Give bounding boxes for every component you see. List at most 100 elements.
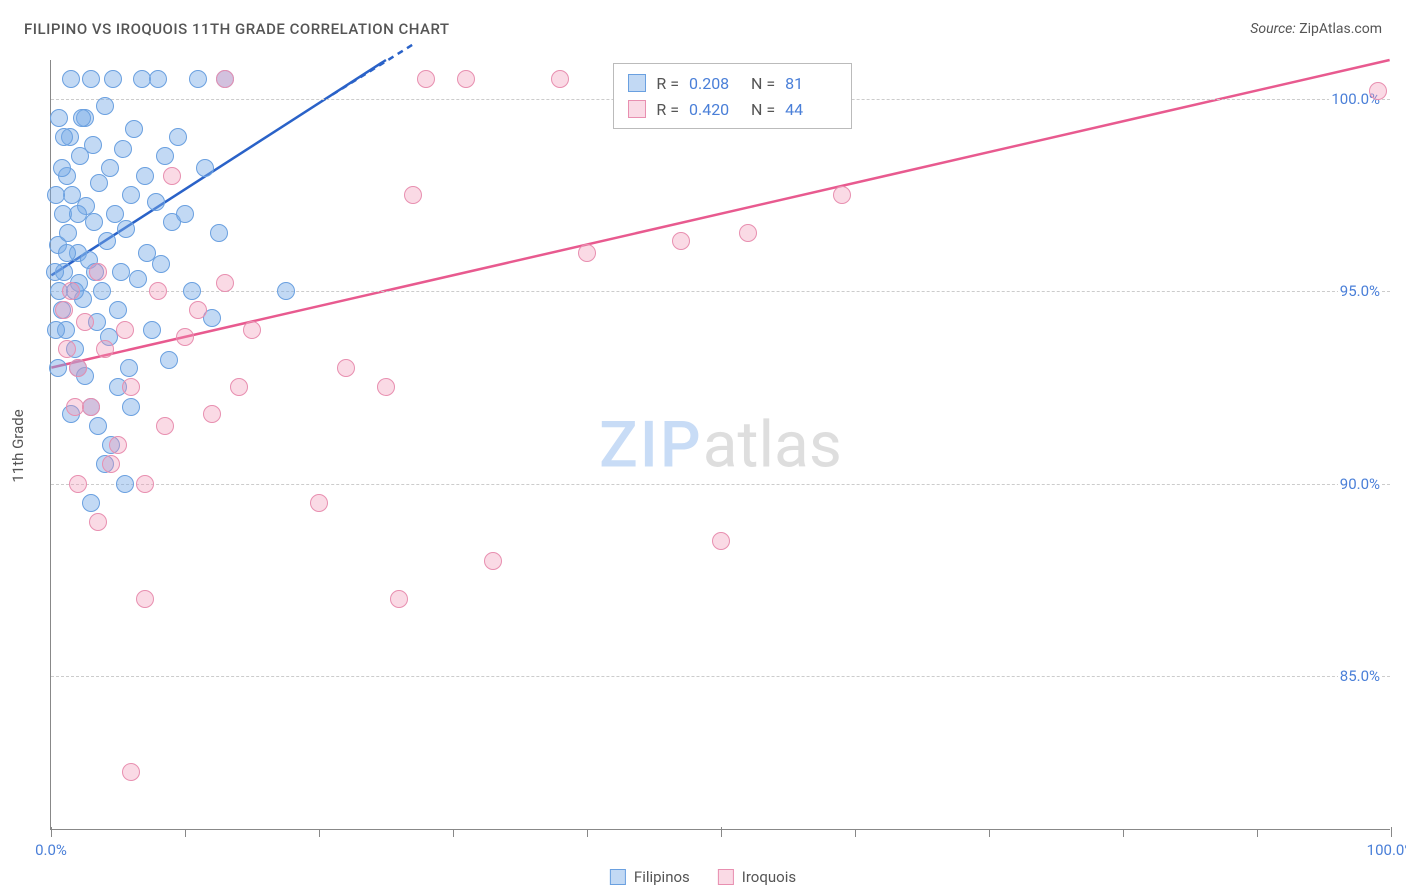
scatter-point-iroquois — [203, 405, 221, 423]
scatter-point-filipinos — [183, 282, 201, 300]
scatter-point-filipinos — [122, 398, 140, 416]
scatter-point-filipinos — [82, 494, 100, 512]
scatter-point-filipinos — [93, 282, 111, 300]
gridline — [51, 484, 1390, 485]
scatter-point-iroquois — [109, 436, 127, 454]
x-tick — [855, 830, 856, 837]
scatter-point-filipinos — [156, 147, 174, 165]
scatter-point-iroquois — [122, 763, 140, 781]
scatter-point-filipinos — [62, 70, 80, 88]
stats-n-label: N = — [751, 100, 775, 119]
scatter-point-iroquois — [69, 475, 87, 493]
scatter-point-iroquois — [116, 321, 134, 339]
x-tick — [185, 830, 186, 837]
scatter-point-iroquois — [417, 70, 435, 88]
scatter-point-filipinos — [49, 359, 67, 377]
scatter-point-filipinos — [129, 270, 147, 288]
legend-item-iroquois: Iroquois — [718, 868, 796, 886]
scatter-point-filipinos — [82, 70, 100, 88]
scatter-point-iroquois — [189, 301, 207, 319]
x-tick — [51, 827, 52, 837]
scatter-point-iroquois — [230, 378, 248, 396]
stats-row-filipinos: R =0.208N =81 — [628, 70, 837, 96]
scatter-point-iroquois — [82, 398, 100, 416]
trend-line — [332, 45, 412, 95]
stats-legend-box: R =0.208N =81R =0.420N =44 — [613, 63, 852, 129]
scatter-point-iroquois — [672, 232, 690, 250]
scatter-point-filipinos — [176, 205, 194, 223]
watermark-atlas: atlas — [703, 407, 842, 482]
scatter-point-iroquois — [337, 359, 355, 377]
scatter-point-filipinos — [98, 232, 116, 250]
scatter-point-filipinos — [50, 109, 68, 127]
scatter-point-iroquois — [216, 70, 234, 88]
scatter-point-filipinos — [136, 167, 154, 185]
x-tick — [319, 830, 320, 837]
scatter-point-filipinos — [125, 120, 143, 138]
scatter-point-iroquois — [404, 186, 422, 204]
y-tick-label: 95.0% — [1338, 282, 1382, 300]
scatter-point-iroquois — [66, 398, 84, 416]
stats-n-label: N = — [751, 74, 775, 93]
gridline — [51, 291, 1390, 292]
legend-swatch-filipinos — [610, 869, 626, 885]
x-tick — [989, 830, 990, 837]
scatter-point-filipinos — [160, 351, 178, 369]
gridline — [51, 676, 1390, 677]
scatter-point-iroquois — [176, 328, 194, 346]
scatter-point-filipinos — [73, 109, 91, 127]
scatter-point-filipinos — [117, 220, 135, 238]
scatter-point-iroquois — [243, 321, 261, 339]
x-tick — [1257, 830, 1258, 837]
scatter-point-filipinos — [120, 359, 138, 377]
scatter-point-filipinos — [96, 97, 114, 115]
stats-swatch-iroquois — [628, 100, 646, 118]
y-tick-label: 90.0% — [1338, 475, 1382, 493]
scatter-point-iroquois — [457, 70, 475, 88]
stats-r-label: R = — [656, 100, 679, 119]
scatter-point-filipinos — [152, 255, 170, 273]
scatter-point-filipinos — [101, 159, 119, 177]
scatter-point-filipinos — [85, 213, 103, 231]
scatter-point-iroquois — [122, 378, 140, 396]
scatter-point-filipinos — [53, 159, 71, 177]
scatter-point-iroquois — [163, 167, 181, 185]
scatter-point-filipinos — [59, 224, 77, 242]
scatter-point-iroquois — [55, 301, 73, 319]
scatter-point-filipinos — [169, 128, 187, 146]
y-tick-label: 85.0% — [1338, 667, 1382, 685]
scatter-point-filipinos — [112, 263, 130, 281]
scatter-point-iroquois — [551, 70, 569, 88]
scatter-point-filipinos — [58, 244, 76, 262]
scatter-point-filipinos — [90, 174, 108, 192]
scatter-point-iroquois — [69, 359, 87, 377]
x-tick-label: 0.0% — [35, 841, 67, 859]
scatter-point-filipinos — [147, 193, 165, 211]
scatter-point-iroquois — [89, 513, 107, 531]
scatter-point-iroquois — [102, 455, 120, 473]
stats-r-label: R = — [656, 74, 679, 93]
scatter-point-filipinos — [116, 475, 134, 493]
x-tick — [721, 827, 722, 837]
scatter-point-iroquois — [136, 475, 154, 493]
source-value: ZipAtlas.com — [1299, 21, 1382, 37]
title-bar: FILIPINO VS IROQUOIS 11TH GRADE CORRELAT… — [24, 20, 1382, 38]
scatter-point-filipinos — [47, 186, 65, 204]
legend-swatch-iroquois — [718, 869, 734, 885]
scatter-plot-area: ZIPatlas 85.0%90.0%95.0%100.0%0.0%100.0%… — [50, 60, 1390, 830]
scatter-point-filipinos — [109, 301, 127, 319]
scatter-point-iroquois — [136, 590, 154, 608]
scatter-point-filipinos — [122, 186, 140, 204]
scatter-point-iroquois — [578, 244, 596, 262]
scatter-point-filipinos — [210, 224, 228, 242]
stats-r-value-filipinos: 0.208 — [689, 74, 741, 93]
scatter-point-iroquois — [156, 417, 174, 435]
scatter-point-filipinos — [143, 321, 161, 339]
source-label: Source: — [1250, 21, 1295, 37]
scatter-point-filipinos — [189, 70, 207, 88]
scatter-point-iroquois — [484, 552, 502, 570]
scatter-point-filipinos — [55, 128, 73, 146]
stats-n-value-iroquois: 44 — [785, 100, 837, 119]
scatter-point-iroquois — [149, 282, 167, 300]
scatter-point-filipinos — [114, 140, 132, 158]
